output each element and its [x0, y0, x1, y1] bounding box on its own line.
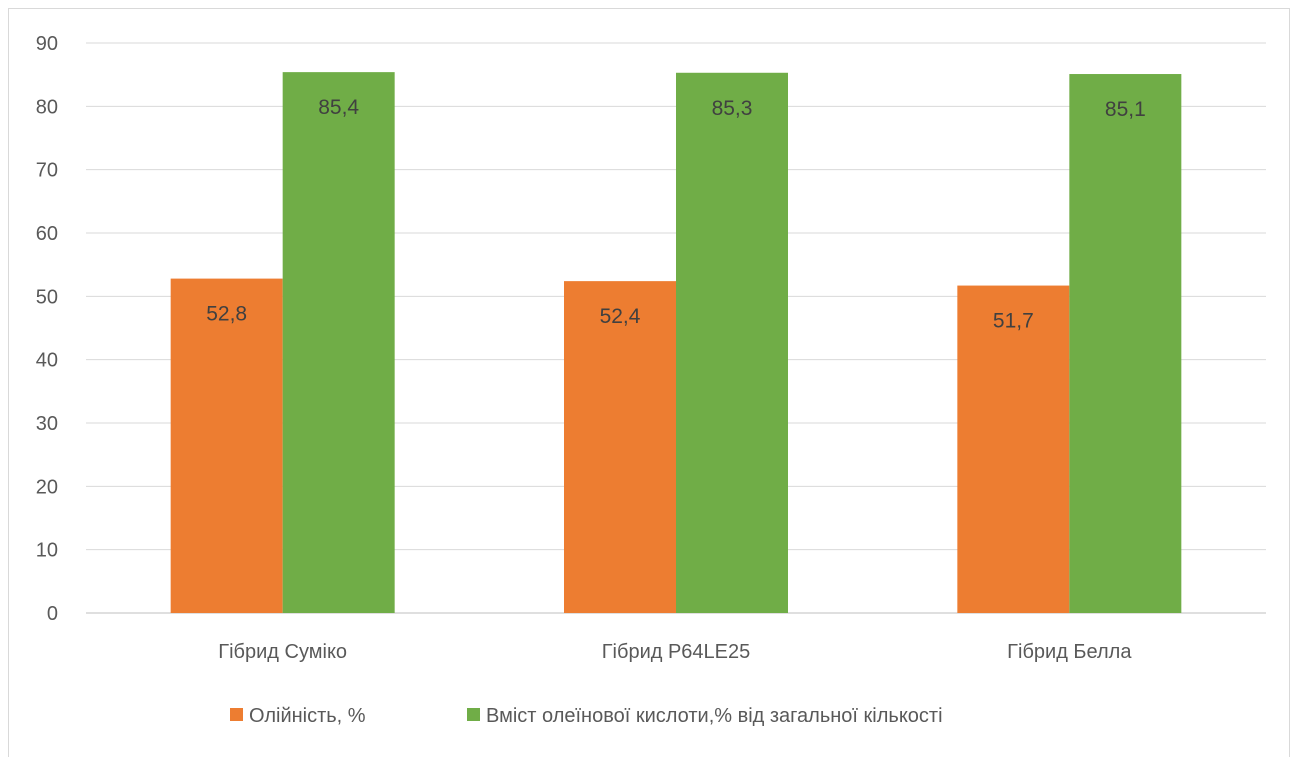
legend-label: Олійність, % [249, 705, 366, 727]
y-tick-label: 30 [36, 413, 58, 435]
bar-oil-content-0 [170, 278, 283, 613]
bar-oleic-acid-1 [676, 72, 788, 614]
y-tick-label: 40 [36, 350, 58, 372]
data-label: 52,4 [600, 305, 641, 328]
legend-label: Вміст олеїнової кислоти,% від загальної … [486, 705, 943, 727]
y-tick-label: 50 [36, 286, 58, 308]
y-tick-label: 60 [36, 223, 58, 245]
bar-oil-content-2 [957, 285, 1070, 613]
y-tick-label: 90 [36, 33, 58, 55]
y-tick-label: 70 [36, 160, 58, 182]
data-label: 52,8 [206, 303, 247, 326]
bar-oleic-acid-2 [1069, 74, 1182, 614]
x-tick-label: Гібрид Белла [1007, 641, 1132, 663]
bar-oleic-acid-0 [282, 72, 395, 614]
data-label: 85,1 [1105, 98, 1146, 121]
y-tick-label: 0 [47, 603, 58, 625]
legend-swatch [230, 708, 243, 721]
x-tick-label: Гібрид Суміко [218, 641, 347, 663]
data-label: 51,7 [993, 310, 1034, 333]
bar-oil-content-1 [564, 281, 676, 613]
y-tick-label: 10 [36, 540, 58, 562]
data-label: 85,4 [318, 96, 359, 119]
bars [170, 72, 1182, 614]
data-label: 85,3 [712, 97, 753, 120]
y-tick-label: 20 [36, 476, 58, 498]
x-tick-label: Гібрид P64LE25 [602, 641, 751, 663]
legend: Олійність, % Вміст олеїнової кислоти,% ві… [230, 705, 943, 727]
legend-swatch [467, 708, 480, 721]
y-tick-label: 80 [36, 96, 58, 118]
